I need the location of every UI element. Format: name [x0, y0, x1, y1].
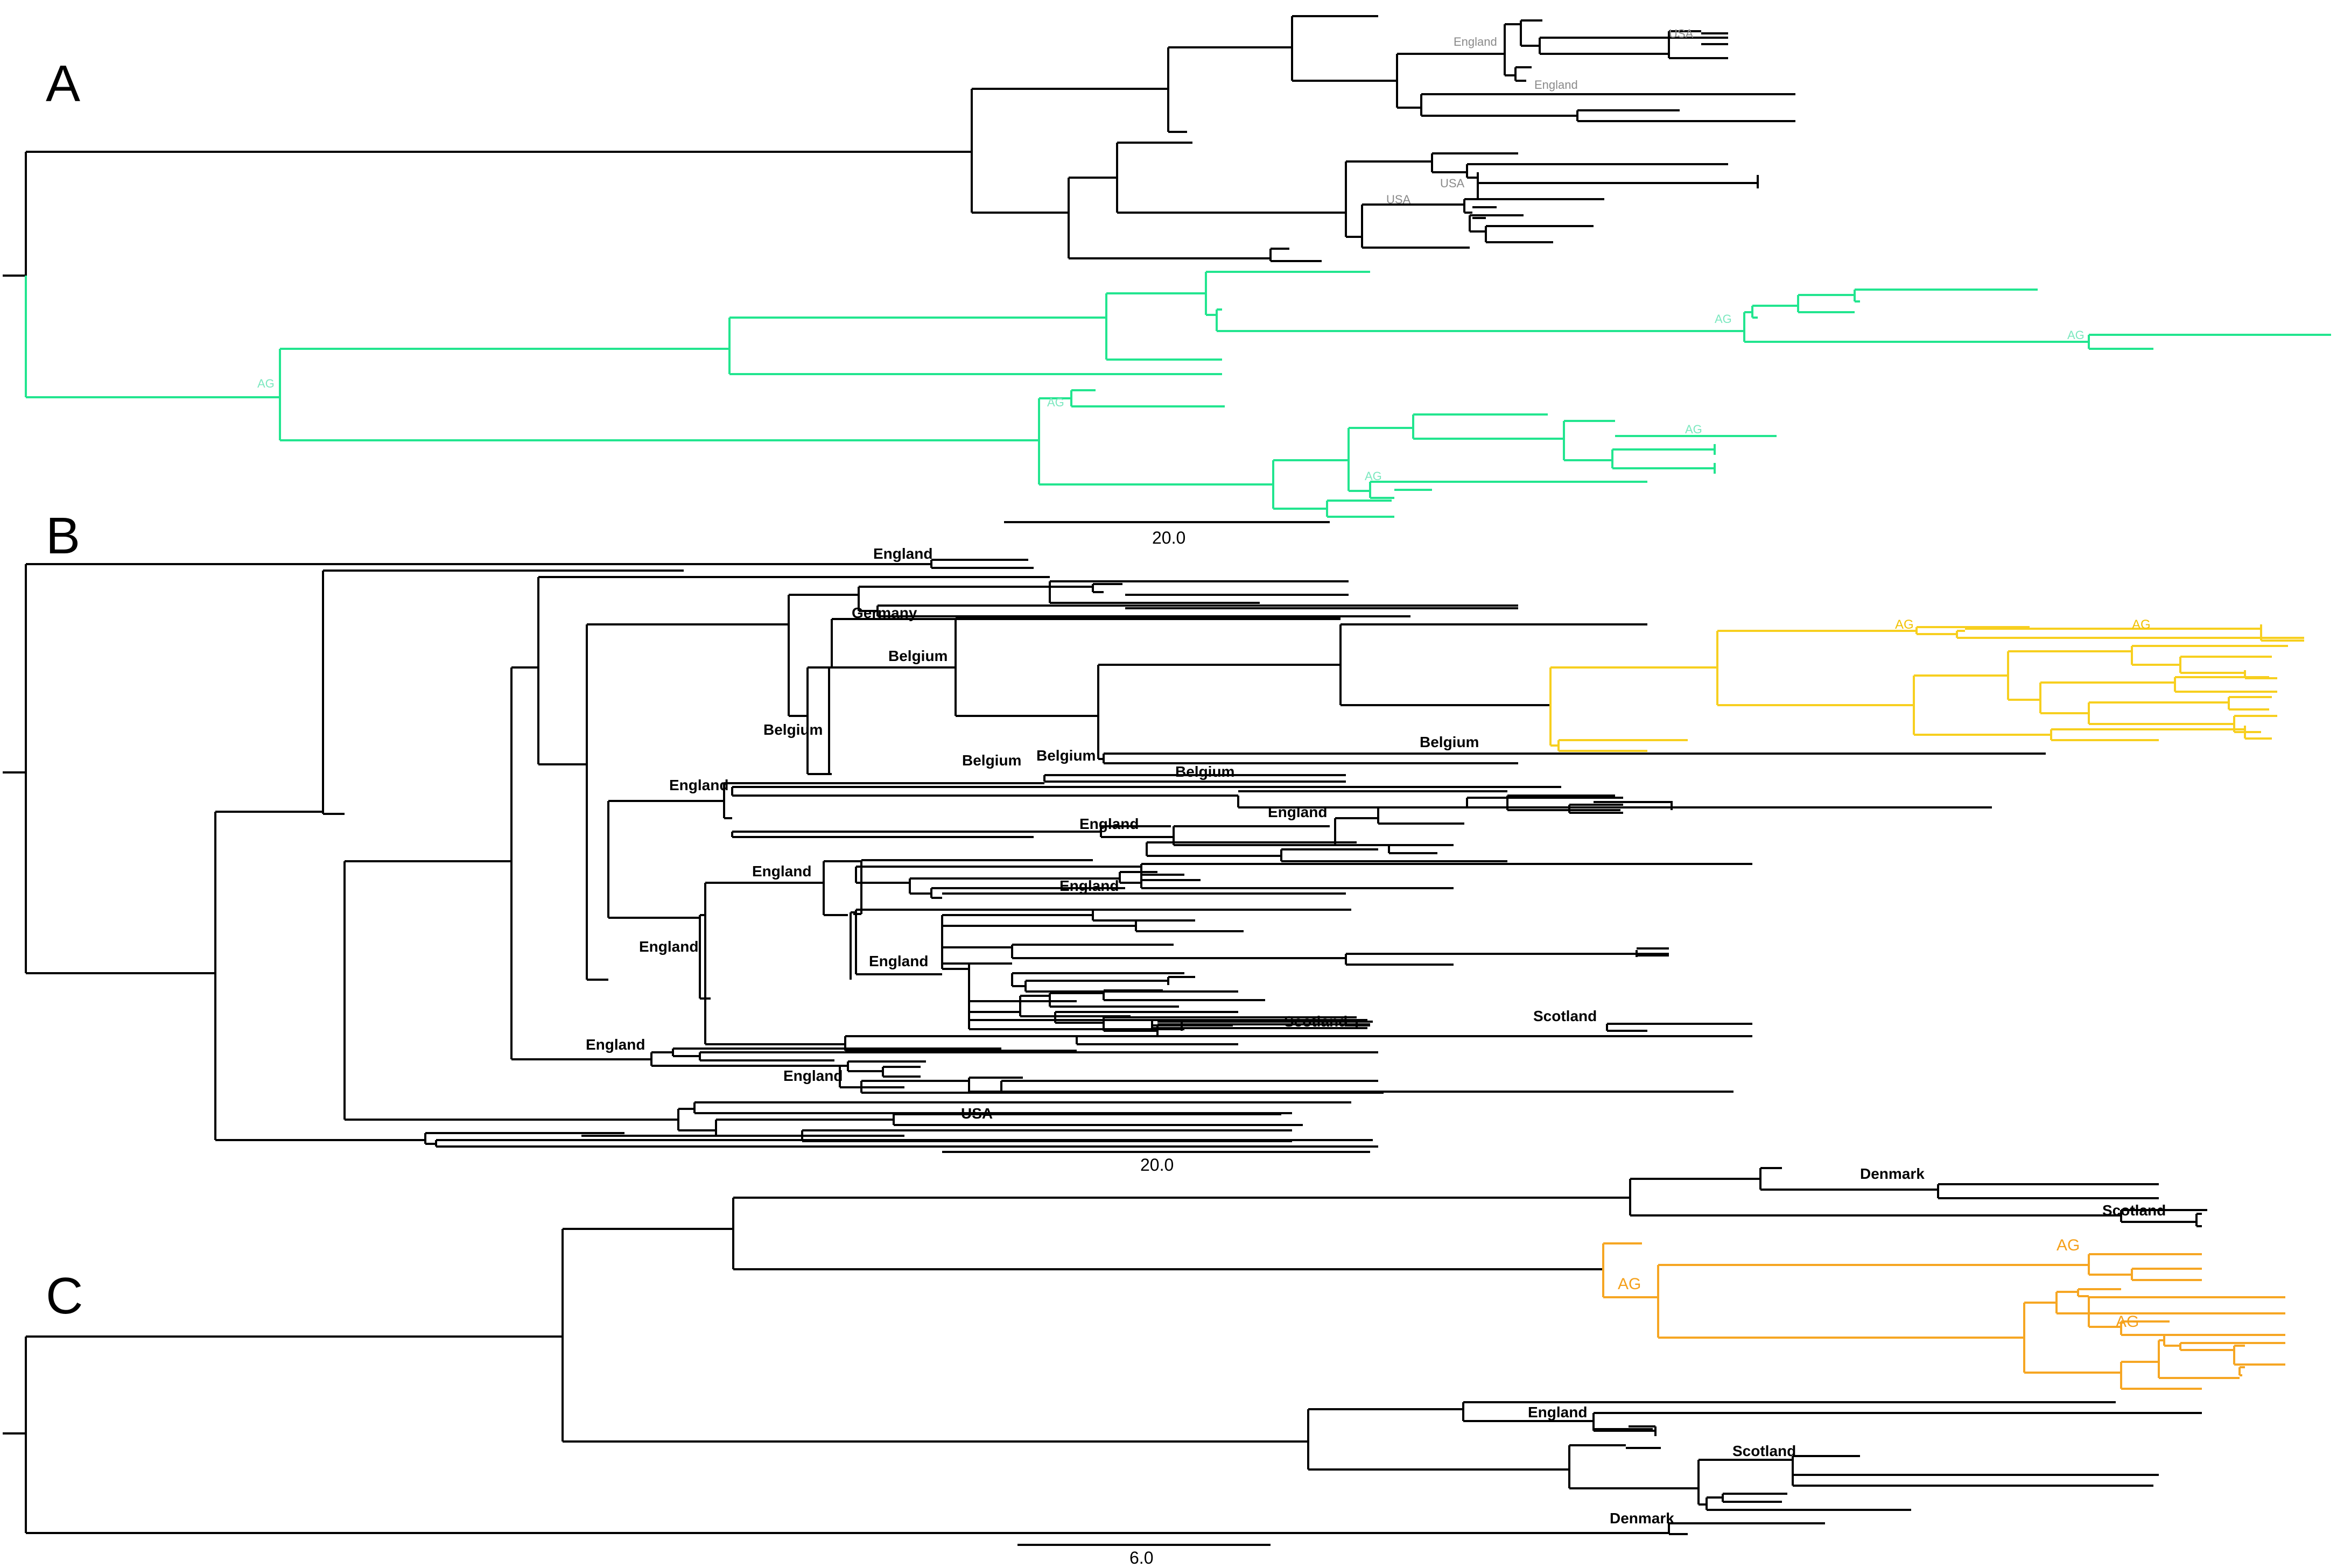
panel-a-label: USA [1386, 193, 1411, 206]
panel-b-scale-label: 20.0 [1140, 1155, 1174, 1175]
panel-b-label: Scotland [1533, 1008, 1597, 1024]
panel-a-scale-label: 20.0 [1152, 528, 1185, 547]
panel-c-label: Denmark [1860, 1165, 1925, 1182]
panel-a-label: AG [1715, 312, 1732, 326]
panel-c-labels: Denmark Scotland AG AG AG England Scotla… [1528, 1165, 2166, 1527]
panel-c-label: Scotland [2102, 1202, 2166, 1219]
panel-c-tree [3, 1167, 2285, 1535]
panel-c-letter: C [46, 1267, 83, 1325]
panel-c-scale-label: 6.0 [1129, 1548, 1153, 1567]
panel-a-label: AG [1365, 469, 1382, 483]
panel-b-label: England [783, 1067, 843, 1084]
panel-b-label: England [873, 545, 932, 562]
panel-b: B [3, 507, 2304, 1175]
panel-a-label: England [1534, 78, 1578, 92]
panel-a-label: USA [1440, 177, 1465, 190]
panel-b-letter: B [46, 507, 80, 565]
panel-a-label: AG [257, 377, 275, 390]
panel-c-label: AG [2057, 1236, 2080, 1254]
panel-b-label: England [1268, 804, 1327, 820]
panel-b-label: Scotland [1284, 1013, 1348, 1030]
panel-a-letter: A [46, 55, 80, 112]
panel-c-scale-bar: 6.0 [1017, 1544, 1271, 1567]
panel-a-label: AG [1685, 423, 1702, 436]
panel-b-label: England [1059, 877, 1119, 894]
panel-a-scale-bar: 20.0 [1004, 521, 1330, 547]
panel-b-label: England [869, 953, 928, 969]
panel-a: A [3, 15, 2331, 547]
panel-b-tree [3, 559, 2304, 1148]
panel-a-tree [3, 15, 2331, 518]
panel-b-label: England [669, 777, 728, 793]
panel-a-label: AG [1047, 396, 1064, 409]
panel-b-label: Belgium [1175, 763, 1234, 780]
panel-b-label: Belgium [1036, 747, 1096, 764]
panel-a-label: AG [2067, 328, 2085, 342]
panel-b-label: Belgium [888, 648, 948, 664]
panel-c-label: Denmark [1610, 1510, 1674, 1527]
panel-a-label: USA [1669, 27, 1694, 40]
panel-b-label: England [639, 938, 698, 955]
panel-b-label: Belgium [962, 752, 1021, 769]
panel-c-label: Scotland [1732, 1443, 1796, 1459]
panel-b-label: USA [961, 1105, 993, 1122]
panel-b-scale-bar: 20.0 [942, 1151, 1370, 1175]
panel-b-label: England [586, 1036, 645, 1053]
panel-b-label: AG [2132, 617, 2151, 632]
panel-b-label: Belgium [763, 721, 823, 738]
panel-a-labels: England USA England USA USA AG AG AG AG … [257, 27, 2085, 483]
panel-b-label: England [752, 863, 811, 880]
panel-b-label: England [1079, 815, 1139, 832]
panel-b-label: Germany [852, 604, 917, 621]
panel-c-label: AG [1618, 1275, 1641, 1293]
panel-c-label: AG [2116, 1313, 2139, 1331]
panel-b-label: Belgium [1420, 734, 1479, 750]
panel-c-label: England [1528, 1404, 1587, 1421]
panel-c: C [3, 1165, 2285, 1567]
panel-b-label: AG [1895, 617, 1914, 632]
panel-a-label: England [1454, 35, 1497, 48]
panel-b-labels: England Germany Belgium Belgium Belgium … [586, 545, 2151, 1122]
